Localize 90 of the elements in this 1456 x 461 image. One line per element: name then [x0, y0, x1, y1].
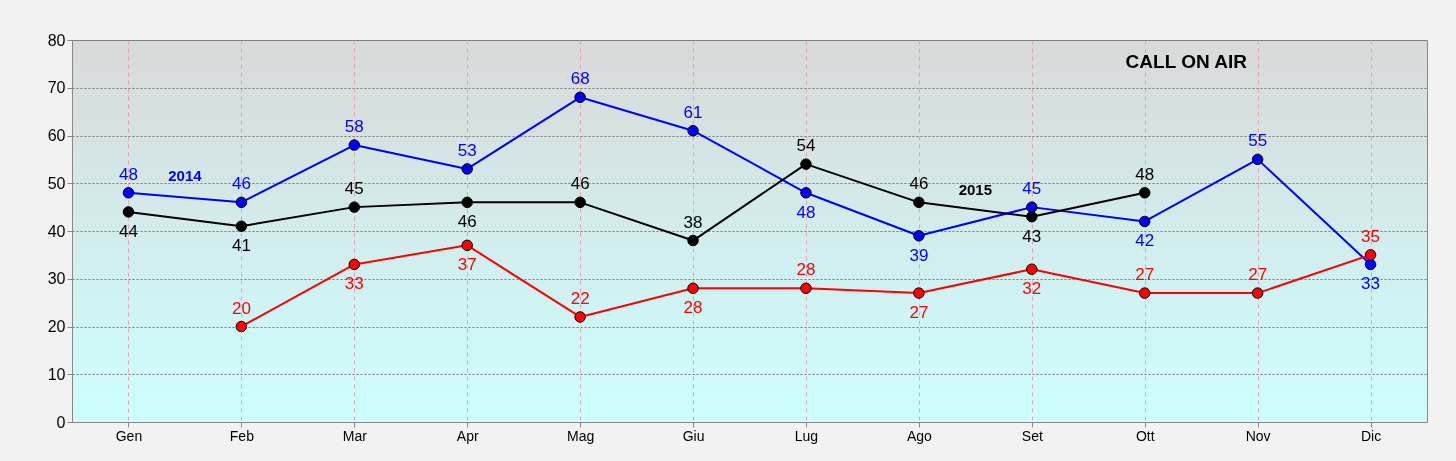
data-label: 38 [683, 212, 703, 232]
point [687, 124, 699, 137]
data-label: 46 [909, 174, 929, 194]
point [1138, 187, 1151, 199]
x-tick-label: Mag [567, 427, 595, 444]
data-label: 33 [1361, 274, 1380, 294]
point [1364, 258, 1377, 271]
point [461, 163, 473, 175]
data-label: 54 [796, 136, 816, 156]
point [1026, 210, 1038, 223]
x-tick-label: Apr [456, 427, 479, 444]
data-label: 22 [570, 288, 590, 308]
point [122, 187, 135, 199]
point [574, 311, 586, 323]
data-label: 46 [231, 174, 251, 194]
point [348, 201, 361, 213]
series-label: 2015 [958, 181, 993, 199]
point [800, 187, 812, 199]
x-tick-label: Dic [1360, 427, 1382, 444]
data-label: 20 [231, 298, 251, 318]
point [913, 287, 925, 299]
x-tick-label: Ott [1135, 427, 1155, 444]
x-tick-label: Feb [229, 427, 255, 444]
data-label: 35 [1361, 226, 1380, 246]
data-label: 27 [1248, 265, 1268, 285]
data-label: 28 [796, 260, 816, 280]
point [348, 139, 361, 151]
data-label: 48 [796, 202, 816, 222]
point [1138, 215, 1151, 228]
data-label: 33 [344, 274, 364, 294]
point [1251, 153, 1264, 166]
x-tick-label: Set [1021, 427, 1043, 444]
data-label: 45 [1022, 179, 1042, 199]
point [913, 196, 925, 209]
y-tick-label: 40 [47, 222, 66, 240]
point [913, 230, 925, 242]
point [235, 320, 248, 333]
series-label: 2014 [168, 167, 203, 185]
data-label: 46 [570, 174, 590, 194]
y-tick-label: 70 [47, 79, 66, 97]
x-tick-label: Giu [682, 427, 705, 444]
y-tick-label: 10 [47, 365, 66, 383]
data-label: 48 [119, 164, 138, 184]
data-label: 42 [1135, 231, 1155, 251]
y-tick-label: 80 [47, 31, 66, 49]
data-label: 44 [119, 221, 138, 241]
data-label: 39 [909, 245, 929, 265]
data-label: 43 [1022, 226, 1042, 246]
y-tick-label: 50 [47, 174, 66, 192]
point [348, 258, 361, 271]
data-label: 45 [344, 179, 364, 199]
point [461, 239, 473, 252]
data-label: 27 [1135, 265, 1155, 285]
point [574, 91, 586, 104]
x-tick-label: Gen [115, 427, 143, 444]
point [687, 282, 699, 295]
point [687, 234, 699, 247]
x-tick-label: Ago [906, 427, 933, 444]
point [235, 220, 248, 232]
point [235, 196, 248, 209]
x-tick-label: Lug [794, 427, 819, 444]
data-label: 48 [1135, 164, 1155, 184]
point [800, 158, 812, 170]
data-label: 41 [231, 236, 251, 256]
point [800, 282, 812, 295]
y-tick-label: 60 [47, 127, 66, 144]
x-tick-label: Mar [342, 427, 368, 444]
data-label: 55 [1248, 131, 1268, 151]
data-label: 37 [457, 255, 477, 275]
point [461, 196, 473, 209]
data-label: 58 [344, 117, 364, 137]
data-label: 46 [457, 212, 477, 232]
data-label: 27 [909, 303, 929, 323]
point [1026, 263, 1038, 275]
text: CALL ON AIR [1125, 51, 1248, 72]
data-label: 28 [683, 298, 703, 318]
point [1138, 287, 1151, 299]
point [574, 196, 586, 209]
y-tick-label: 20 [47, 318, 66, 335]
data-label: 61 [683, 102, 703, 122]
y-tick-label: 0 [56, 413, 66, 431]
y-tick-label: 30 [47, 270, 66, 288]
point [122, 206, 135, 218]
point [1026, 201, 1038, 213]
point [1251, 287, 1264, 299]
data-label: 68 [570, 69, 590, 89]
point [1364, 249, 1377, 261]
x-tick-label: Nov [1245, 427, 1271, 444]
data-label: 32 [1022, 279, 1042, 299]
data-label: 53 [457, 140, 477, 160]
